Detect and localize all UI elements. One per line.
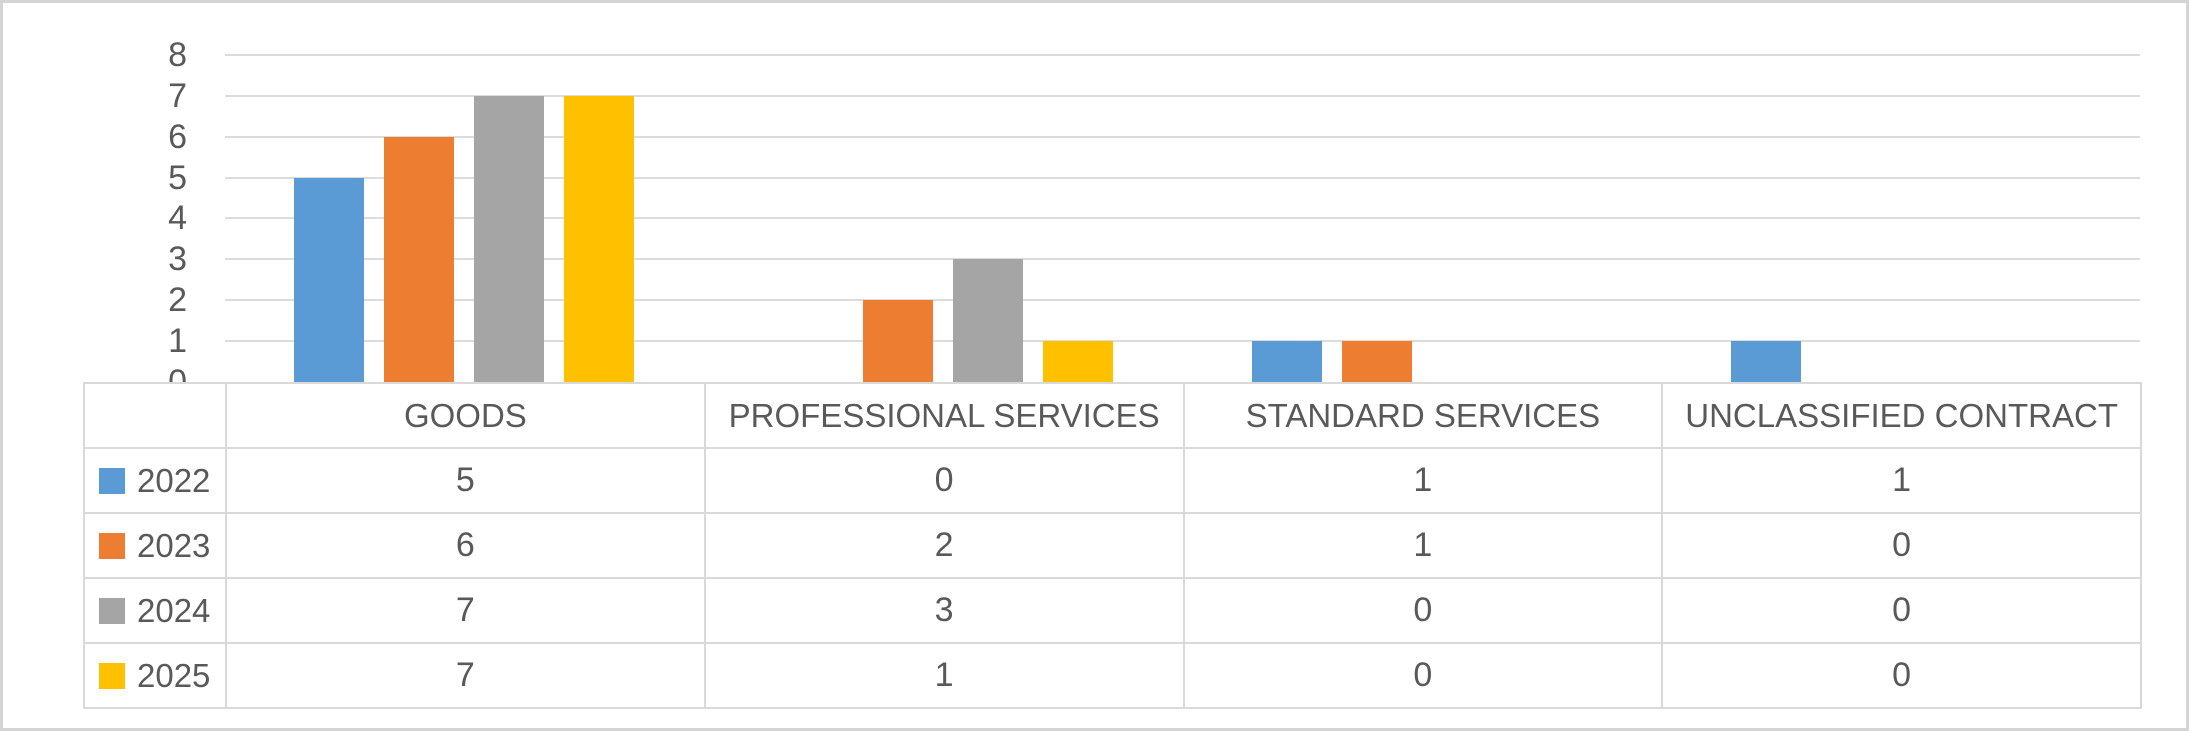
gridline [225,94,2140,97]
bar-2024-goods [474,95,545,382]
legend-swatch-2025 [99,662,125,689]
gridline [225,340,2140,343]
bar-2025-professional-services [1043,341,1114,382]
value-2024-goods: 7 [225,577,706,644]
y-axis-tick-label: 7 [168,76,187,115]
y-axis-tick-label: 3 [168,240,187,279]
value-2025-professional-services: 1 [703,642,1185,709]
y-axis-tick-label: 4 [168,199,187,238]
value-2022-goods: 5 [225,447,706,514]
legend-year-label: 2022 [137,461,211,499]
value-2023-goods: 6 [225,512,706,579]
table-row-2022: 2022 5 0 1 1 [83,447,2142,514]
category-header-goods: GOODS [225,382,706,449]
legend-swatch-2024 [99,597,125,624]
gridline [225,258,2140,261]
value-2023-unclassified-contract: 0 [1661,512,2142,579]
table-row-2023: 2023 6 2 1 0 [83,512,2142,579]
value-2024-standard-services: 0 [1182,577,1664,644]
value-2024-professional-services: 3 [703,577,1185,644]
table-row-2024: 2024 7 3 0 0 [83,577,2142,644]
legend-year-label: 2023 [137,526,211,564]
legend-cell-2023: 2023 [83,512,227,579]
bar-2022-goods [294,177,365,382]
data-table: GOODS PROFESSIONAL SERVICES STANDARD SER… [83,382,2142,709]
table-row-2025: 2025 7 1 0 0 [83,642,2142,709]
bar-2022-standard-services [1251,341,1322,382]
legend-year-label: 2025 [137,656,211,694]
legend-swatch-2022 [99,467,125,494]
value-2025-goods: 7 [225,642,706,709]
value-2023-standard-services: 1 [1182,512,1664,579]
value-2022-unclassified-contract: 1 [1661,447,2142,514]
table-corner-cell [83,382,227,449]
category-header-standard-services: STANDARD SERVICES [1182,382,1664,449]
category-header-unclassified-contract: UNCLASSIFIED CONTRACT [1661,382,2142,449]
value-2022-standard-services: 1 [1182,447,1664,514]
legend-cell-2024: 2024 [83,577,227,644]
legend-cell-2025: 2025 [83,642,227,709]
category-header-professional-services: PROFESSIONAL SERVICES [703,382,1185,449]
gridline [225,135,2140,138]
y-axis-tick-label: 1 [168,322,187,361]
y-axis-tick-label: 5 [168,158,187,197]
value-2025-unclassified-contract: 0 [1661,642,2142,709]
legend-year-label: 2024 [137,591,211,629]
bar-2023-professional-services [863,300,934,382]
value-2024-unclassified-contract: 0 [1661,577,2142,644]
gridline [225,53,2140,56]
bar-2022-unclassified-contract [1730,341,1801,382]
gridline [225,176,2140,179]
y-axis-tick-label: 6 [168,117,187,156]
legend-cell-2022: 2022 [83,447,227,514]
bar-2024-professional-services [953,259,1024,382]
value-2025-standard-services: 0 [1182,642,1664,709]
gridline [225,299,2140,302]
bar-2023-standard-services [1341,341,1412,382]
category-header-row: GOODS PROFESSIONAL SERVICES STANDARD SER… [83,382,2142,449]
bar-2025-goods [564,95,635,382]
value-2023-professional-services: 2 [703,512,1185,579]
bar-2023-goods [384,136,455,382]
y-axis-tick-label: 2 [168,281,187,320]
gridline [225,217,2140,220]
y-axis-tick-label: 8 [168,35,187,74]
value-2022-professional-services: 0 [703,447,1185,514]
legend-swatch-2023 [99,532,125,559]
